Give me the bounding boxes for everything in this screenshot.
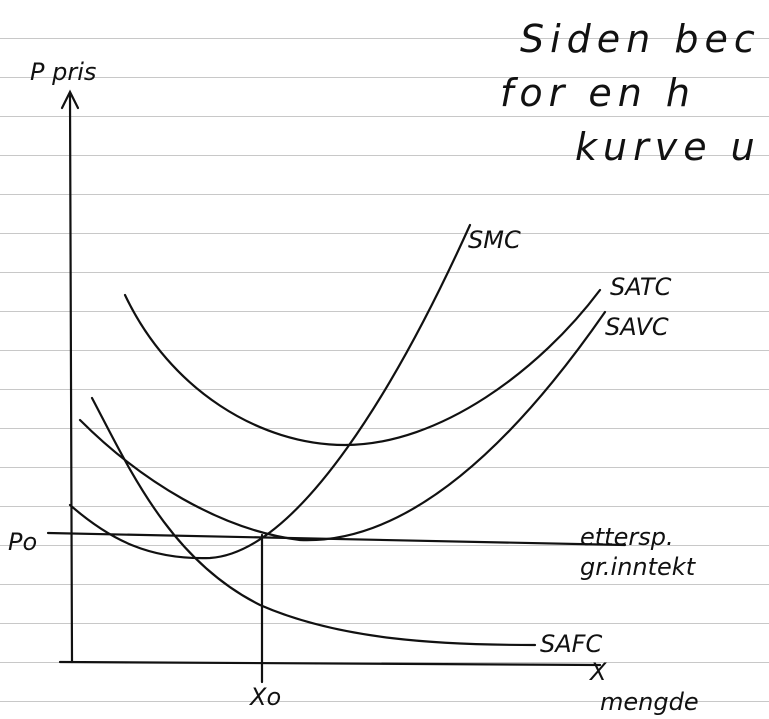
x-axis-unit: mengde: [600, 688, 699, 716]
p0-label: Po: [8, 528, 37, 556]
note-line: Siden bec: [520, 17, 761, 61]
note-line: kurve u: [575, 125, 761, 169]
smc-curve: [70, 225, 470, 558]
y-axis-label: P pris: [30, 58, 96, 86]
satc-label: SATC: [610, 273, 672, 301]
savc-label: SAVC: [605, 313, 669, 341]
safc-label: SAFC: [540, 630, 602, 658]
note-line: for en h: [500, 71, 696, 115]
demand-label: ettersp.: [580, 523, 674, 551]
lined-paper: Siden bec for en h kurve u P pris Po Xo …: [0, 0, 769, 719]
x-axis: [60, 662, 600, 665]
price-line: [48, 533, 625, 545]
y-axis: [70, 95, 72, 662]
satc-curve: [125, 290, 600, 445]
safc-curve: [92, 398, 535, 645]
smc-label: SMC: [468, 226, 521, 254]
x0-label: Xo: [248, 683, 281, 711]
x-axis-label: X: [588, 658, 607, 686]
mr-label: gr.inntekt: [580, 553, 697, 581]
diagram: Siden bec for en h kurve u P pris Po Xo …: [0, 0, 769, 719]
savc-curve: [80, 312, 605, 540]
